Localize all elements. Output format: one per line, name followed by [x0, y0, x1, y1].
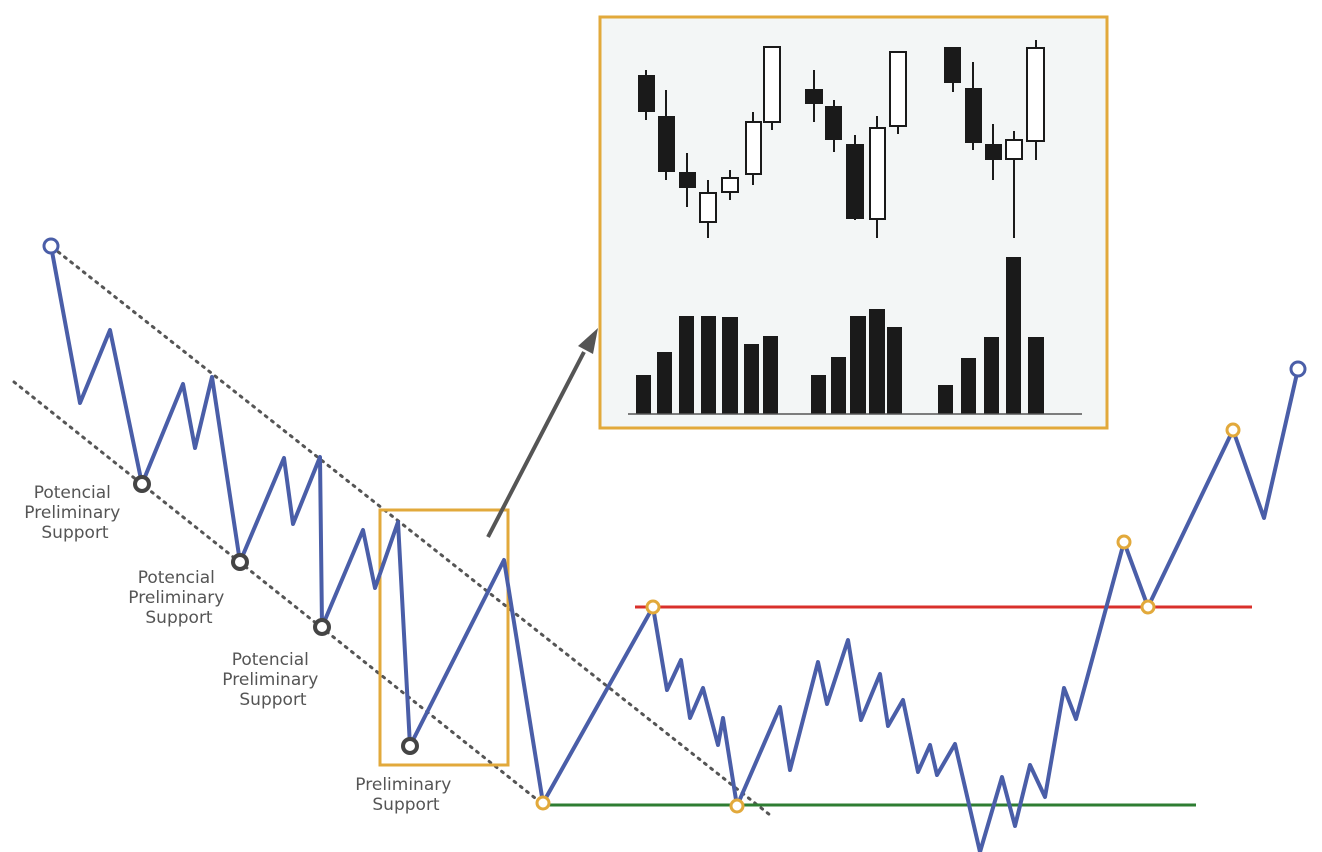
volume-bar: [1006, 257, 1021, 414]
candle-bearish: [965, 88, 982, 143]
start-point-marker: [42, 237, 60, 255]
volume-bar: [869, 309, 885, 414]
end-point-marker: [1289, 360, 1307, 378]
volume-bar: [763, 336, 778, 414]
volume-bar: [744, 344, 759, 414]
potential-support-label-3: Potencial Preliminary Support: [222, 650, 323, 710]
potential-support-marker-3: [313, 618, 331, 636]
candle-bearish: [985, 144, 1002, 160]
candle-bearish: [805, 89, 823, 104]
callout-arrow-head: [578, 328, 598, 354]
candle-bullish: [745, 121, 762, 175]
candle-bullish: [1005, 139, 1023, 160]
candle-group-3: [944, 40, 1045, 238]
candle-bearish: [944, 47, 961, 83]
potential-support-marker-1: [133, 475, 151, 493]
swing-point: [535, 795, 551, 811]
candle-bearish: [658, 116, 675, 172]
swing-point: [729, 798, 745, 814]
swing-point: [645, 599, 661, 615]
channel-upper-line: [50, 245, 772, 817]
candle-bullish: [1026, 47, 1045, 142]
volume-bar: [938, 385, 953, 414]
candle-bearish: [846, 144, 864, 219]
volume-bar: [701, 316, 716, 414]
candle-bullish: [699, 192, 717, 223]
candle-group-1: [638, 46, 781, 238]
highlight-box: [378, 508, 510, 767]
swing-points: [535, 422, 1241, 814]
candle-bearish: [638, 75, 655, 112]
candle-bullish: [721, 177, 739, 193]
swing-point: [1140, 599, 1156, 615]
candle-group-2: [805, 51, 907, 238]
volume-bar: [811, 375, 826, 414]
candle-bullish: [869, 127, 886, 220]
candle-bearish: [825, 106, 842, 140]
volume-bar: [961, 358, 976, 414]
preliminary-support-label: Preliminary Support: [355, 775, 456, 815]
swing-point: [1225, 422, 1241, 438]
volume-bar: [984, 337, 999, 414]
preliminary-support-marker: [401, 737, 419, 755]
swing-point: [1116, 534, 1132, 550]
potential-support-marker-2: [231, 553, 249, 571]
candle-bearish: [679, 172, 696, 188]
channel-lower-line: [12, 380, 542, 804]
volume-bar: [887, 327, 902, 414]
volume-bar: [1028, 337, 1044, 414]
inset-panel: [598, 15, 1109, 430]
volume-bar: [850, 316, 866, 414]
candle-bullish: [763, 46, 781, 123]
callout-arrow: [486, 351, 586, 538]
volume-bar: [679, 316, 694, 414]
volume-bar: [657, 352, 672, 414]
volume-bar: [831, 357, 846, 414]
potential-support-label-2: Potencial Preliminary Support: [128, 568, 229, 628]
volume-bars: [636, 257, 1044, 414]
candle-bullish: [889, 51, 907, 127]
volume-bar: [636, 375, 651, 414]
volume-bar: [722, 317, 738, 414]
potential-support-label-1: Potencial Preliminary Support: [24, 483, 125, 543]
